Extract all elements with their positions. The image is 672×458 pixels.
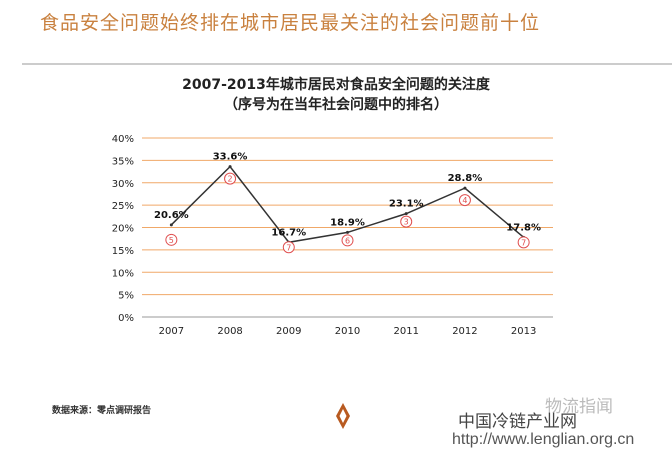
wechat-watermark: 物流指闻 [545, 397, 613, 417]
y-tick-label: 20% [112, 224, 134, 235]
rank-label: 3 [404, 218, 409, 227]
data-point [228, 165, 232, 169]
data-label: 16.7% [271, 227, 306, 238]
x-tick-label: 2008 [217, 326, 242, 337]
rank-badge [282, 241, 295, 254]
site-url-watermark: http://www.lenglian.org.cn [452, 431, 635, 448]
data-point [169, 223, 173, 227]
x-tick-label: 2013 [511, 326, 536, 337]
rank-badge [458, 194, 471, 207]
rank-label: 7 [286, 243, 291, 252]
chart-title: 2007-2013年城市居民对食品安全问题的关注度 [182, 77, 490, 93]
rank-badge [400, 215, 413, 228]
data-label: 20.6% [154, 210, 189, 221]
y-tick-label: 0% [118, 313, 134, 324]
y-tick-label: 5% [118, 291, 134, 302]
data-label: 18.9% [330, 217, 365, 228]
rank-badge [341, 234, 354, 247]
data-point [404, 212, 408, 216]
x-tick-label: 2012 [452, 326, 477, 337]
headline: 食品安全问题始终排在城市居民最关注的社会问题前十位 [40, 12, 541, 34]
x-tick-label: 2011 [393, 326, 418, 337]
rank-label: 2 [228, 175, 233, 184]
rank-badge [165, 233, 178, 246]
data-label: 28.8% [448, 173, 483, 184]
x-tick-label: 2007 [159, 326, 184, 337]
y-tick-label: 40% [112, 134, 134, 145]
divider [22, 63, 672, 65]
source-note: 数据来源：零点调研报告 [52, 406, 152, 416]
x-tick-label: 2010 [335, 326, 360, 337]
data-label: 17.8% [506, 222, 541, 233]
x-tick-label: 2009 [276, 326, 301, 337]
y-tick-label: 30% [112, 179, 134, 190]
rank-label: 5 [169, 236, 174, 245]
rank-badge [517, 236, 530, 249]
site-name-watermark: 中国冷链产业网 [458, 412, 577, 432]
rank-badge [224, 172, 237, 185]
data-label: 23.1% [389, 199, 424, 210]
data-point [463, 186, 467, 190]
y-tick-label: 25% [112, 201, 134, 212]
y-tick-label: 15% [112, 246, 134, 257]
rank-label: 4 [462, 196, 467, 205]
data-label: 33.6% [213, 152, 248, 163]
rank-label: 6 [345, 236, 350, 245]
y-tick-label: 10% [112, 268, 134, 279]
data-point [346, 230, 349, 234]
rank-label: 7 [521, 238, 526, 247]
chart-subtitle: （序号为在当年社会问题中的排名） [224, 97, 448, 113]
y-tick-label: 35% [112, 156, 134, 167]
